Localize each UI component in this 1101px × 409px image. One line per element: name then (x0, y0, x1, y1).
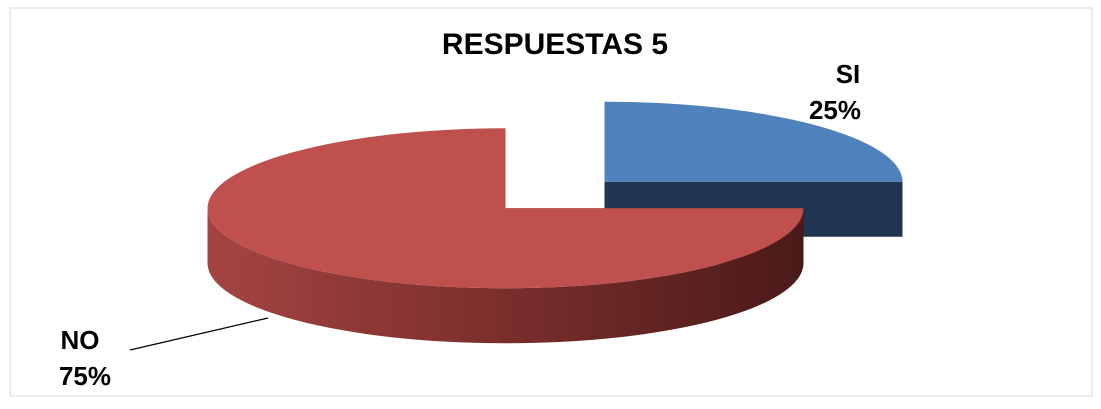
slice-label: SI (836, 59, 861, 89)
slice-top (604, 101, 903, 182)
slice-top (207, 128, 804, 289)
slice-value-label: 75% (59, 361, 111, 391)
slice-side (207, 208, 804, 344)
slice-label: NO (61, 325, 100, 355)
chart-title: RESPUESTAS 5 (442, 28, 668, 61)
leader-line (129, 317, 269, 351)
slice-value-label: 25% (809, 95, 861, 125)
